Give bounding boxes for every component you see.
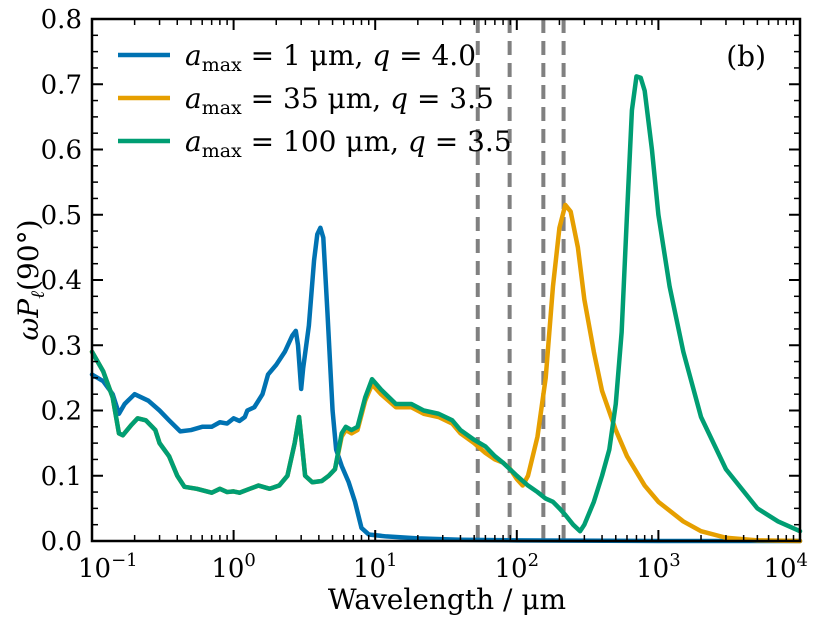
x-axis-label: Wavelength / μm bbox=[328, 583, 566, 616]
x-tick-label-3: 102 bbox=[495, 550, 540, 584]
y-tick-label-8: 0.8 bbox=[41, 5, 82, 35]
y-tick-label-4: 0.4 bbox=[41, 266, 82, 296]
series-line-3 bbox=[89, 74, 803, 534]
legend-label-3: amax = 100 μm, q = 3.5 bbox=[185, 125, 512, 162]
axis-labels: 0.0 0.1 0.2 0.3 0.4 0.5 0.6 0.7 0.8 10−1 100 101 102… bbox=[12, 5, 808, 616]
x-tick-label-2: 101 bbox=[353, 550, 398, 584]
series-lines bbox=[89, 74, 803, 544]
y-axis-label-group: ωPℓ(90°) bbox=[12, 219, 49, 340]
y-tick-label-5: 0.5 bbox=[41, 201, 82, 231]
legend-label-2: amax = 35 μm, q = 3.5 bbox=[185, 82, 494, 119]
legend-label-1: amax = 1 μm, q = 4.0 bbox=[185, 39, 476, 76]
series-line-1 bbox=[89, 225, 803, 544]
x-tick-label-5: 104 bbox=[763, 550, 808, 584]
y-tick-label-0: 0.0 bbox=[41, 527, 82, 557]
legend: amax = 1 μm, q = 4.0 amax = 35 μm, q = 3.… bbox=[118, 39, 512, 162]
y-axis-label: ωPℓ(90°) bbox=[12, 219, 49, 340]
axis-ticks bbox=[91, 18, 801, 542]
y-tick-label-2: 0.2 bbox=[41, 397, 82, 427]
y-tick-label-1: 0.1 bbox=[41, 462, 82, 492]
panel-label: (b) bbox=[726, 40, 766, 73]
y-tick-label-6: 0.6 bbox=[41, 136, 82, 166]
x-tick-label-1: 100 bbox=[211, 550, 256, 584]
x-tick-label-4: 103 bbox=[636, 550, 681, 584]
y-tick-label-7: 0.7 bbox=[41, 70, 82, 100]
x-tick-label-0: 10−1 bbox=[78, 550, 138, 584]
y-tick-label-3: 0.3 bbox=[41, 331, 82, 361]
